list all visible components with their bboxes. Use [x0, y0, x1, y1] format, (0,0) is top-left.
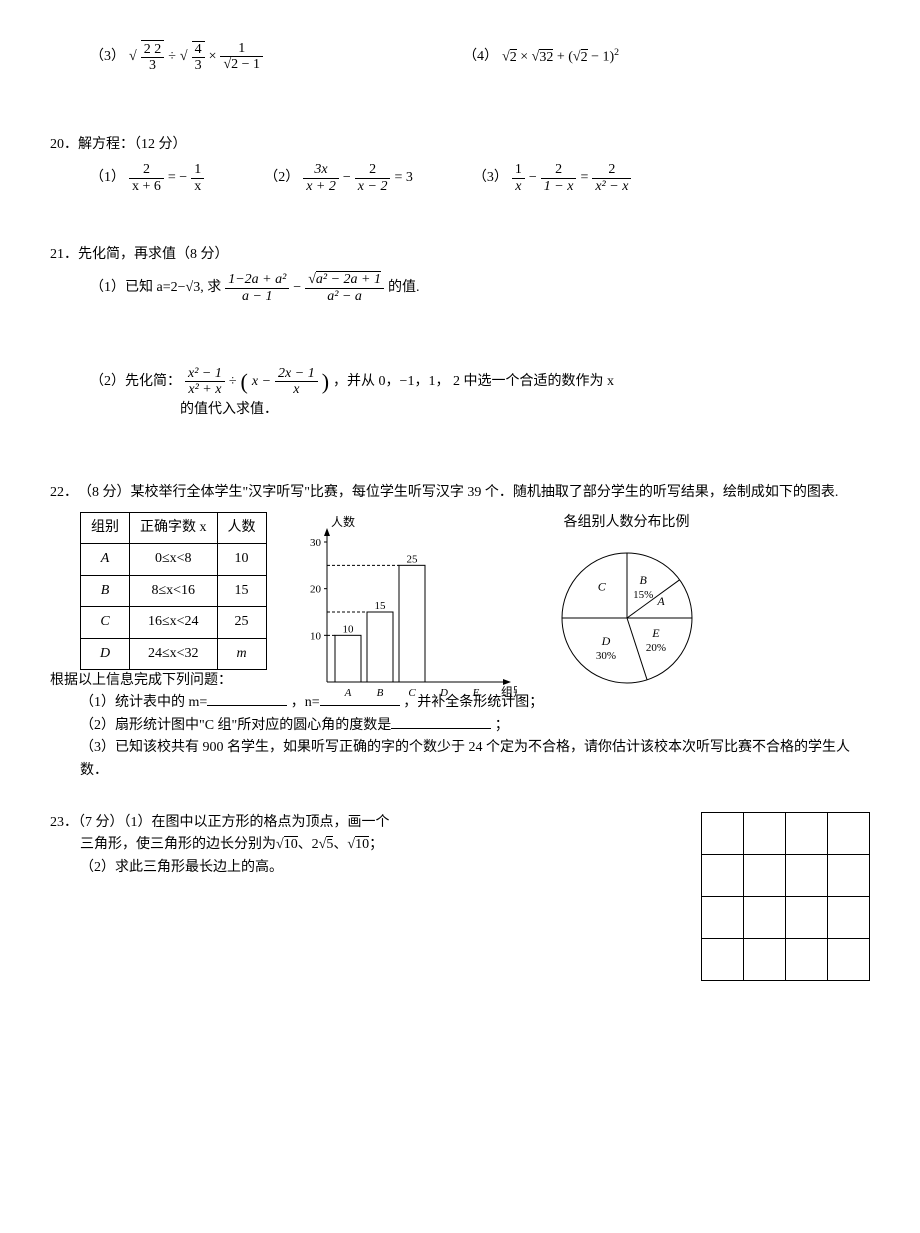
q19-3-cn: 4 — [192, 42, 205, 58]
q20-item3: （3） 1x − 21 − x = 2x² − x — [473, 162, 632, 194]
q19-3-label: （3） — [90, 46, 125, 68]
q19-item3: （3） √ 2 2 3 ÷ √ 4 3 × 1 √2 − 1 — [90, 40, 263, 74]
q21-1-pre: （1）已知 a=2−√3, 求 — [90, 277, 221, 299]
table-row: C16≤x<2425 — [81, 607, 267, 638]
q20-num: 20． — [50, 137, 78, 152]
q21-num: 21． — [50, 247, 78, 262]
q20-2-rhs: = 3 — [394, 167, 412, 189]
q22-th1: 正确字数 x — [130, 513, 218, 544]
svg-text:15%: 15% — [633, 590, 653, 602]
q22-pie-title: 各组别人数分布比例 — [537, 512, 717, 534]
q21-item1: （1）已知 a=2−√3, 求 1−2a + a²a − 1 − √a² − 2… — [90, 272, 419, 304]
q20-2-label: （2） — [264, 167, 299, 189]
svg-text:20%: 20% — [645, 642, 665, 654]
table-row: B8≤x<1615 — [81, 575, 267, 606]
blank-m[interactable] — [207, 692, 287, 706]
svg-text:25: 25 — [406, 553, 418, 565]
table-row: D24≤x<32m — [81, 638, 267, 669]
q20-3-ad: x — [512, 179, 525, 194]
q21-2-ad: x² + x — [185, 382, 225, 397]
q20-2-ad: x + 2 — [303, 179, 339, 194]
q20-3-label: （3） — [473, 167, 508, 189]
q23-l2: （2）求此三角形最长边上的高。 — [80, 857, 661, 879]
q22-q3: （3）已知该校共有 900 名学生，如果听写正确的字的个数少于 24 个定为不合… — [80, 737, 870, 782]
q19-3-cd: 3 — [192, 58, 205, 73]
q19-3-ddr: − 1 — [238, 57, 260, 72]
q21-1-bni: a² − 2a + 1 — [316, 271, 381, 287]
q21-2-bid: x — [275, 382, 318, 397]
svg-text:A: A — [656, 594, 665, 608]
q20: 20．解方程：（12 分） （1） 2x + 6 = − 1x （2） 3xx … — [50, 134, 870, 194]
q20-3-an: 1 — [512, 162, 525, 178]
q22: 22． （8 分）某校举行全体学生"汉字听写"比赛，每位学生听写汉字 39 个．… — [50, 482, 870, 782]
q19-3-a: 2 — [144, 42, 151, 57]
blank-angle[interactable] — [391, 715, 491, 729]
q20-3-cd: x² − x — [592, 179, 631, 194]
q20-item1: （1） 2x + 6 = − 1x — [90, 162, 204, 194]
q23-num: 23． — [50, 815, 78, 830]
svg-text:20: 20 — [310, 584, 322, 596]
q22-q2b: ； — [495, 718, 509, 733]
q20-1-ln: 2 — [129, 162, 164, 178]
q21-item2: （2）先化简： x² − 1x² + x ÷ ( x − 2x − 1x ) ，… — [90, 364, 614, 399]
q20-2-an: 3x — [303, 162, 339, 178]
svg-text:30%: 30% — [595, 650, 615, 662]
q21: 21．先化简，再求值（8 分） （1）已知 a=2−√3, 求 1−2a + a… — [50, 244, 870, 422]
svg-text:D: D — [600, 634, 610, 648]
svg-text:C: C — [597, 580, 606, 594]
svg-text:10: 10 — [310, 630, 322, 642]
q22-pie-block: 各组别人数分布比例 B 15%A E 20% D 30% C — [537, 512, 717, 698]
q21-2-line2: 的值代入求值． — [180, 399, 870, 421]
q21-1-bd: a² − a — [305, 289, 384, 304]
svg-text:15: 15 — [374, 600, 386, 612]
q22-q1a: （1）统计表中的 m= — [80, 695, 207, 710]
q21-1-post: 的值. — [388, 277, 420, 299]
q19-subitems: （3） √ 2 2 3 ÷ √ 4 3 × 1 √2 − 1 （4） √2 × … — [50, 40, 870, 74]
q20-2-bd: x − 2 — [355, 179, 391, 194]
q22-table: 组别 正确字数 x 人数 A0≤x<810 B8≤x<1615 C16≤x<24… — [80, 512, 267, 670]
svg-text:E: E — [651, 626, 660, 640]
q19-3-bn: 2 — [154, 42, 161, 57]
q19-item4: （4） √2 × √32 + (√2 − 1)2 — [463, 40, 619, 74]
q19-4-label: （4） — [463, 46, 498, 68]
q22-q1c: ，并补全条形统计图； — [403, 695, 543, 710]
q22-pie-chart: B 15%A E 20% D 30% C — [537, 538, 717, 698]
q20-title: 解方程：（12 分） — [78, 137, 187, 152]
q21-1-ad: a − 1 — [225, 289, 289, 304]
q20-1-ld: x + 6 — [129, 179, 164, 194]
svg-text:10: 10 — [342, 623, 354, 635]
q20-1-rd: x — [191, 179, 204, 194]
q21-1-an: 1−2a + a² — [225, 272, 289, 288]
q21-2-pre: （2）先化简： — [90, 371, 181, 393]
svg-text:30: 30 — [310, 537, 322, 549]
q22-q2a: （2）扇形统计图中"C 组"所对应的圆心角的度数是 — [80, 718, 391, 733]
q21-title: 先化简，再求值（8 分） — [78, 247, 229, 262]
q19-3-bd: 3 — [141, 58, 165, 73]
q22-th0: 组别 — [81, 513, 130, 544]
q22-title: （8 分）某校举行全体学生"汉字听写"比赛，每位学生听写汉字 39 个．随机抽取… — [78, 482, 838, 504]
q21-2-an: x² − 1 — [185, 366, 225, 382]
q20-2-bn: 2 — [355, 162, 391, 178]
q21-2-post: ，并从 0，−1，1， 2 中选一个合适的数作为 x — [333, 371, 614, 393]
q20-3-bn: 2 — [541, 162, 577, 178]
q23-l1a: （7 分）（1）在图中以正方形的格点为顶点，画一个 — [78, 815, 390, 830]
q21-2-bin: 2x − 1 — [275, 366, 318, 382]
blank-n[interactable] — [320, 692, 400, 706]
q23: 23．（7 分）（1）在图中以正方形的格点为顶点，画一个 三角形，使三角形的边长… — [50, 812, 870, 981]
q23-grid — [701, 812, 870, 981]
q20-3-bd: 1 − x — [541, 179, 577, 194]
q22-q1b: ，n= — [291, 695, 320, 710]
q22-num: 22． — [50, 482, 78, 504]
q19-3-dn: 1 — [220, 41, 263, 57]
q20-3-cn: 2 — [592, 162, 631, 178]
q22-th2: 人数 — [217, 513, 266, 544]
table-row: A0≤x<810 — [81, 544, 267, 575]
q20-1-label: （1） — [90, 167, 125, 189]
q22-bar-chart: 人数组别10203010A15B25CDE — [287, 512, 517, 712]
q20-1-rn: 1 — [191, 162, 204, 178]
svg-text:B: B — [639, 574, 647, 588]
svg-text:人数: 人数 — [331, 514, 355, 529]
q20-item2: （2） 3xx + 2 − 2x − 2 = 3 — [264, 162, 413, 194]
